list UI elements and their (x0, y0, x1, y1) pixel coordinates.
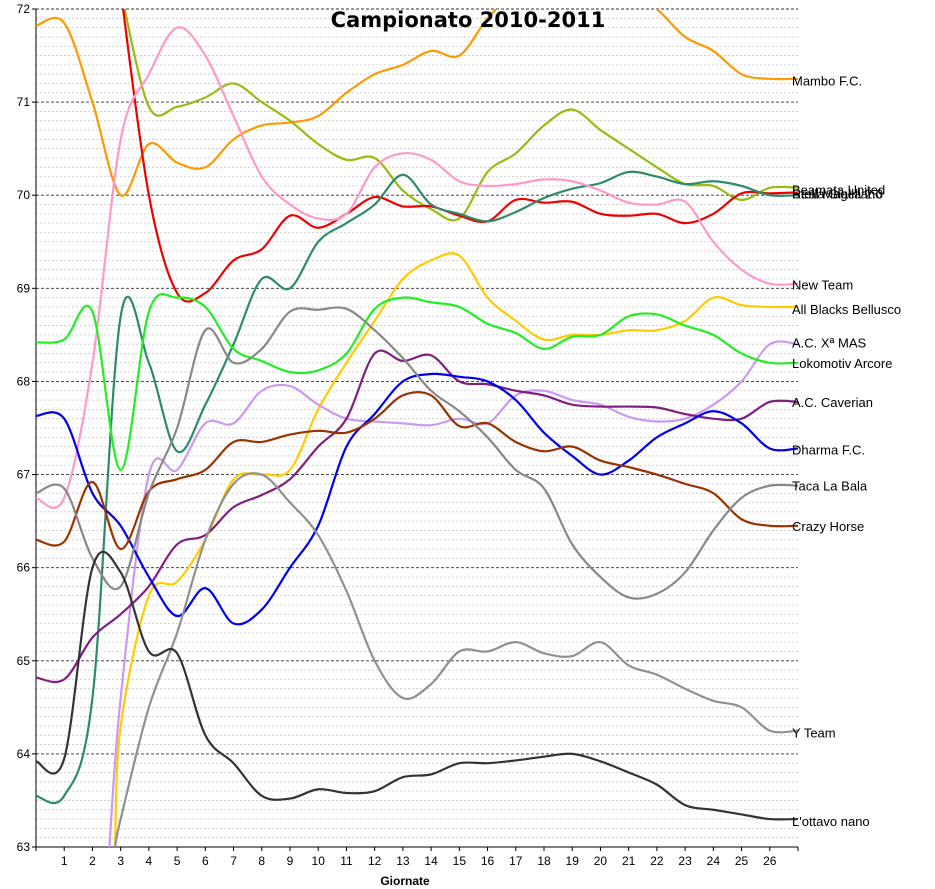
x-tick-label: 1 (61, 854, 68, 868)
x-tick-label: 23 (678, 854, 692, 868)
series-line-stella-gialla-2-0 (36, 170, 798, 805)
y-tick-label: 71 (17, 95, 31, 109)
y-tick-label: 70 (17, 188, 31, 202)
series-line-taca-la-bala (113, 472, 798, 847)
x-tick-label: 2 (89, 854, 96, 868)
chart-title: Campionato 2010-2011 (331, 8, 606, 32)
y-tick-label: 69 (17, 281, 31, 295)
x-tick-label: 7 (230, 854, 237, 868)
x-tick-label: 8 (258, 854, 265, 868)
x-tick-label: 4 (146, 854, 153, 868)
series-label-real-magellano: Real Magellano (792, 186, 882, 201)
series-label-l-ottavo-nano: L'ottavo nano (792, 814, 870, 829)
x-tick-label: 13 (396, 854, 410, 868)
series-label-stella-gialla-2-0: Stella Gialla 2.0 (792, 186, 883, 201)
y-tick-label: 66 (17, 561, 31, 575)
x-tick-label: 22 (650, 854, 664, 868)
x-tick-label: 26 (763, 854, 777, 868)
x-axis-label: Giornate (380, 874, 430, 888)
x-tick-label: 14 (424, 854, 438, 868)
series-line-a-c-caverian (36, 349, 798, 684)
y-tick-label: 68 (17, 374, 31, 388)
series-label-crazy-horse: Crazy Horse (792, 519, 864, 534)
grid (36, 8, 798, 848)
series-label-dharma-f-c: Dharma F.C. (792, 442, 865, 457)
x-tick-label: 11 (340, 854, 353, 868)
x-tick-label: 21 (622, 854, 636, 868)
y-tick-label: 63 (17, 840, 31, 854)
x-tick-label: 6 (202, 854, 209, 868)
x-tick-label: 3 (117, 854, 124, 868)
series-line-l-ottavo-nano (36, 550, 798, 821)
y-tick-label: 72 (17, 2, 31, 16)
x-tick-label: 19 (566, 854, 580, 868)
series-lines (36, 9, 798, 847)
y-tick-label: 65 (17, 654, 31, 668)
x-tick-label: 20 (594, 854, 608, 868)
series-label-y-team: Y Team (792, 725, 836, 740)
series-line-all-blacks-bellusco (113, 252, 798, 847)
series-label-beamata-united: Beamata United (792, 183, 885, 198)
series-label-a-c-x-mas: A.C. Xª MAS (792, 335, 866, 350)
x-tick-label: 18 (537, 854, 551, 868)
series-label-new-team: New Team (792, 278, 853, 293)
x-tick-label: 12 (368, 854, 382, 868)
x-tick-label: 9 (287, 854, 294, 868)
x-tick-label: 25 (735, 854, 749, 868)
series-line-lokomotiv-arcore (36, 293, 798, 471)
series-label-mambo-f-c: Mambo F.C. (792, 74, 862, 89)
series-label-lokomotiv-arcore: Lokomotiv Arcore (792, 356, 892, 371)
series-line-mambo-f-c (36, 9, 798, 197)
series-label-a-c-caverian: A.C. Caverian (792, 395, 873, 410)
x-tick-label: 24 (707, 854, 721, 868)
x-tick-label: 5 (174, 854, 181, 868)
x-tick-label: 15 (453, 854, 467, 868)
x-tick-label: 16 (481, 854, 495, 868)
series-label-taca-la-bala: Taca La Bala (792, 479, 868, 494)
series-label-all-blacks-bellusco: All Blacks Bellusco (792, 302, 901, 317)
y-tick-label: 67 (17, 468, 31, 482)
y-tick-label: 64 (17, 747, 31, 761)
x-tick-label: 17 (509, 854, 523, 868)
series-line-beamata-united (123, 9, 798, 222)
series-line-dharma-f-c (36, 372, 798, 626)
series-line-new-team (36, 26, 798, 509)
series-line-y-team (36, 306, 798, 600)
x-tick-label: 10 (312, 854, 326, 868)
series-line-a-c-x-mas (108, 340, 798, 847)
